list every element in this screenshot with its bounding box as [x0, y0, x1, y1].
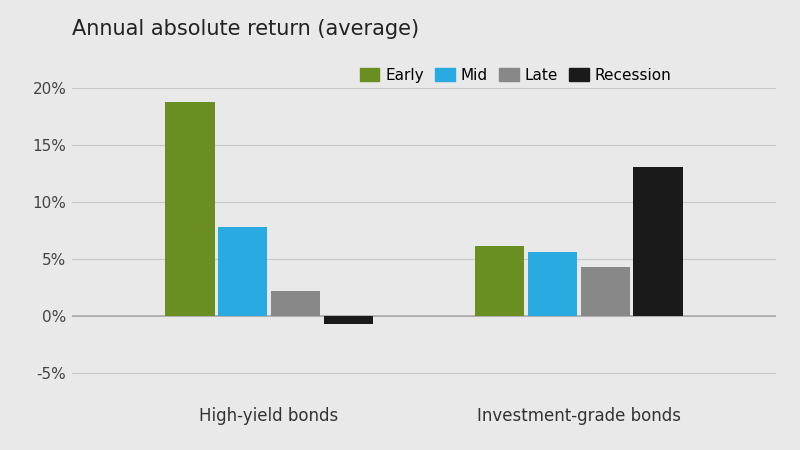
Bar	[634, 167, 682, 316]
Bar	[166, 102, 214, 316]
Bar	[324, 316, 373, 324]
Bar	[528, 252, 577, 316]
Text: Annual absolute return (average): Annual absolute return (average)	[72, 18, 419, 39]
Bar	[581, 267, 630, 316]
Bar	[271, 291, 320, 316]
Legend: Early, Mid, Late, Recession: Early, Mid, Late, Recession	[354, 62, 678, 89]
Bar	[218, 227, 267, 316]
Bar	[475, 246, 524, 316]
